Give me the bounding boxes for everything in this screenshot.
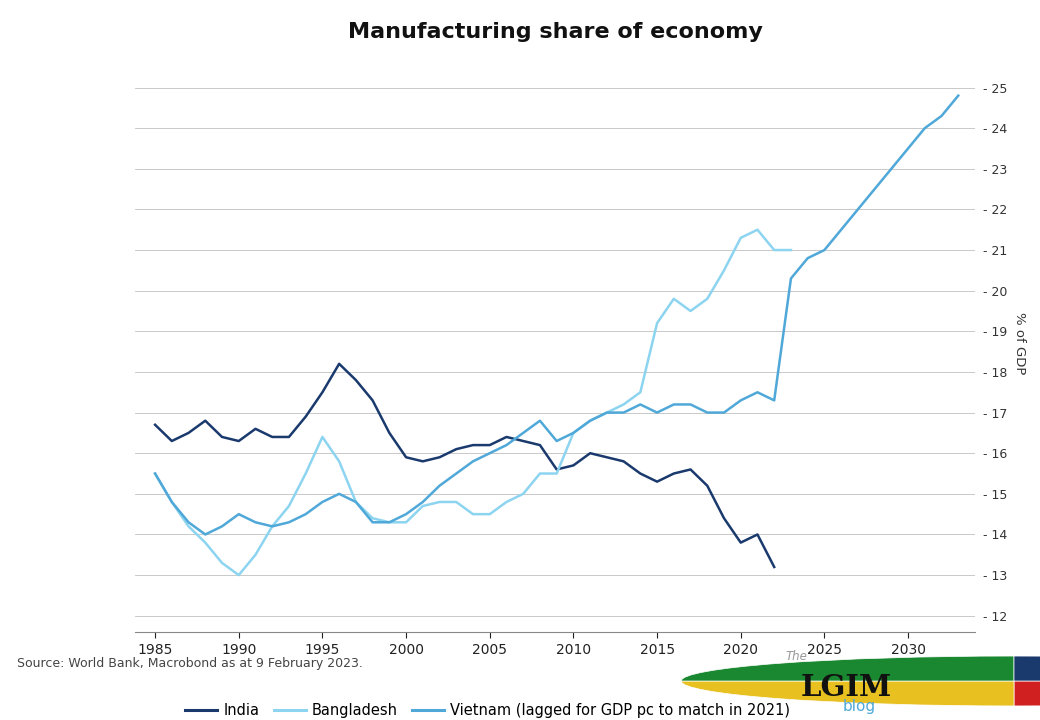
Text: Markets and economics: Markets and economics (125, 20, 289, 35)
Text: ○: ○ (660, 18, 677, 37)
Text: Source: World Bank, Macrobond as at 9 February 2023.: Source: World Bank, Macrobond as at 9 Fe… (17, 657, 363, 670)
Text: @LGIM: @LGIM (931, 20, 980, 35)
Text: 🐦: 🐦 (892, 20, 902, 35)
Text: LGIM: LGIM (801, 672, 892, 702)
Wedge shape (1014, 681, 1040, 706)
Text: |: | (109, 20, 113, 35)
Text: Febuary 2022: Febuary 2022 (17, 20, 124, 35)
Text: The: The (785, 649, 807, 662)
Title: Manufacturing share of economy: Manufacturing share of economy (347, 22, 762, 42)
Text: lgimblog.com: lgimblog.com (681, 20, 776, 35)
Y-axis label: % of GDP: % of GDP (1013, 312, 1026, 374)
Wedge shape (1014, 656, 1040, 681)
Text: blog: blog (842, 698, 876, 714)
Wedge shape (681, 681, 1014, 706)
Legend: India, Bangladesh, Vietnam (lagged for GDP pc to match in 2021): India, Bangladesh, Vietnam (lagged for G… (180, 697, 796, 720)
Wedge shape (681, 656, 1014, 681)
